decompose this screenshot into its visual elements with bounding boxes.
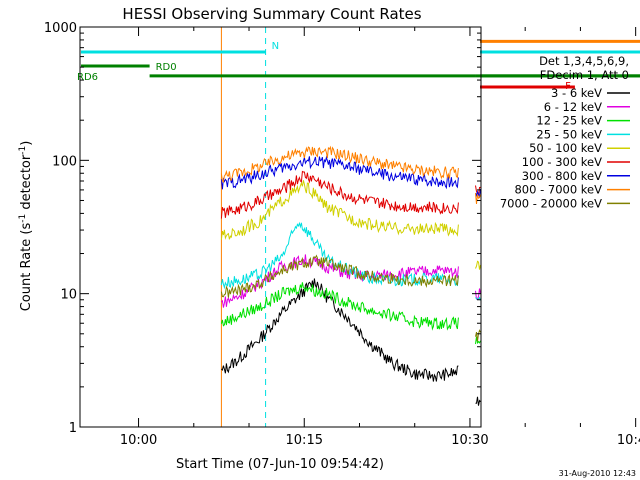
- series-line: [220, 254, 481, 342]
- x-tick-label: 10:00: [120, 433, 157, 448]
- legend-label: 100 - 300 keV: [522, 155, 602, 169]
- legend-label: 6 - 12 keV: [544, 100, 602, 114]
- x-tick-label: 10:45: [617, 433, 640, 448]
- series-line: [220, 155, 481, 199]
- x-tick-label: 10:15: [286, 433, 323, 448]
- legend-label: 50 - 100 keV: [529, 141, 602, 155]
- timestamp: 31-Aug-2010 12:43: [559, 469, 636, 478]
- legend-header-line2: FDecim 1, Att 0: [540, 68, 629, 82]
- chart-title: HESSI Observing Summary Count Rates: [122, 5, 421, 23]
- series-line: [220, 145, 481, 205]
- data-series: [220, 145, 481, 406]
- y-tick-label: 1000: [44, 21, 77, 36]
- legend-label: 800 - 7000 keV: [514, 183, 602, 197]
- x-axis-label: Start Time (07-Jun-10 09:54:42): [176, 457, 384, 472]
- legend-label: 3 - 6 keV: [551, 86, 602, 100]
- y-axis-ticks: 1 10 100 1000: [44, 21, 481, 436]
- legend: Det 1,3,4,5,6,9, FDecim 1, Att 0 3 - 6 k…: [500, 54, 630, 210]
- status-flags: NFSRD0RD6: [77, 39, 640, 92]
- flag-label-rd0: RD0: [156, 62, 177, 73]
- series-line: [220, 282, 481, 345]
- x-tick-label: 10:30: [451, 433, 488, 448]
- flag-label-night: N: [272, 41, 279, 52]
- y-tick-label: 10: [60, 288, 77, 303]
- plot-frame: [79, 26, 482, 428]
- flag-label-rd6: RD6: [77, 72, 98, 83]
- y-axis-label: Count Rate (s-1 detector-1): [18, 141, 34, 312]
- legend-label: 300 - 800 keV: [522, 169, 602, 183]
- series-line: [220, 180, 481, 270]
- legend-label: 25 - 50 keV: [536, 127, 602, 141]
- legend-header-line1: Det 1,3,4,5,6,9,: [539, 54, 629, 68]
- y-tick-label: 1: [69, 421, 77, 436]
- legend-label: 12 - 25 keV: [536, 114, 602, 128]
- legend-label: 7000 - 20000 keV: [500, 196, 602, 210]
- flag-label-flare: F: [565, 81, 571, 92]
- series-line: [221, 278, 481, 406]
- y-tick-label: 100: [52, 154, 77, 169]
